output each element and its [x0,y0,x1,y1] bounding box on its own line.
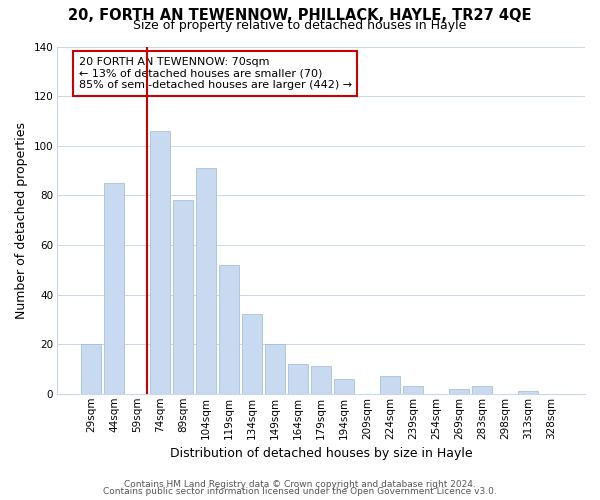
Bar [518,392,538,394]
Text: Contains public sector information licensed under the Open Government Licence v3: Contains public sector information licen… [103,487,497,496]
Bar [173,200,193,394]
Bar [334,379,354,394]
Y-axis label: Number of detached properties: Number of detached properties [15,122,28,318]
Bar [311,366,331,394]
Text: Contains HM Land Registry data © Crown copyright and database right 2024.: Contains HM Land Registry data © Crown c… [124,480,476,489]
Bar [403,386,423,394]
Text: 20 FORTH AN TEWENNOW: 70sqm
← 13% of detached houses are smaller (70)
85% of sem: 20 FORTH AN TEWENNOW: 70sqm ← 13% of det… [79,57,352,90]
Bar [242,314,262,394]
Bar [151,131,170,394]
Bar [289,364,308,394]
Text: Size of property relative to detached houses in Hayle: Size of property relative to detached ho… [133,18,467,32]
Bar [82,344,101,394]
Bar [472,386,492,394]
Bar [265,344,285,394]
Bar [380,376,400,394]
X-axis label: Distribution of detached houses by size in Hayle: Distribution of detached houses by size … [170,447,473,460]
Bar [449,389,469,394]
Bar [220,265,239,394]
Text: 20, FORTH AN TEWENNOW, PHILLACK, HAYLE, TR27 4QE: 20, FORTH AN TEWENNOW, PHILLACK, HAYLE, … [68,8,532,22]
Bar [196,168,216,394]
Bar [104,183,124,394]
